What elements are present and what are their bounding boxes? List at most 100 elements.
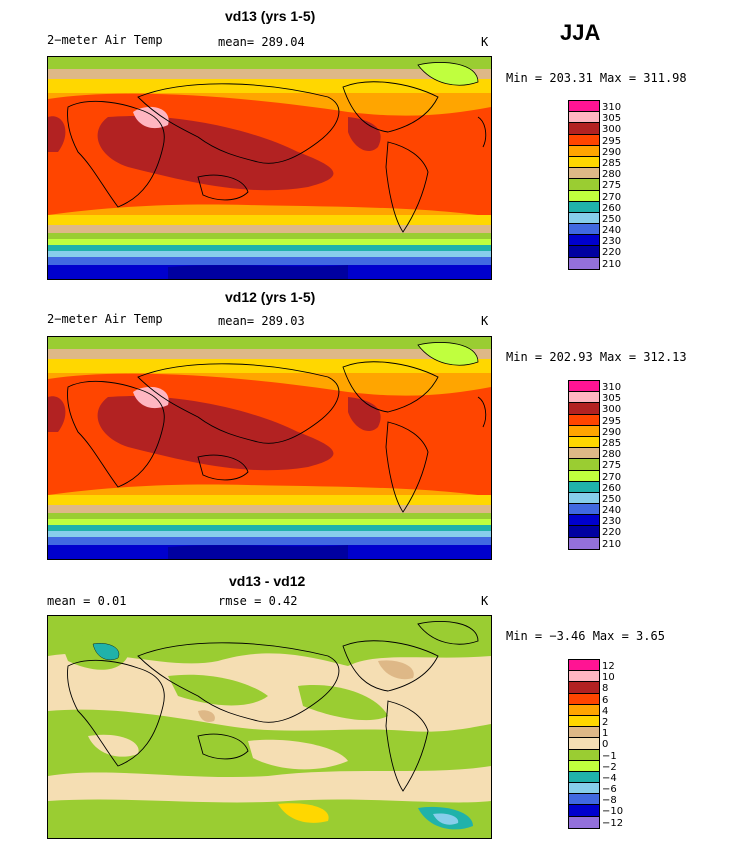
panel2-map	[47, 336, 492, 560]
panel3-level-label: 10	[602, 672, 615, 684]
panel3-mean: mean = 0.01	[47, 594, 127, 608]
panel3-level-label: −1	[602, 750, 617, 762]
panel1-level-label: 250	[602, 213, 622, 225]
panel2-level-label: 305	[602, 393, 622, 405]
panel2-swatch	[569, 448, 599, 460]
panel2-minmax: Min = 202.93 Max = 312.13	[506, 350, 687, 364]
panel3-level-label: −6	[602, 784, 617, 796]
panel1-swatch	[569, 145, 599, 157]
panel1-swatch	[569, 156, 599, 169]
panel1-variable-label: 2−meter Air Temp	[47, 33, 163, 47]
panel3-map	[47, 615, 492, 839]
panel3-swatch	[569, 760, 599, 772]
panel1-level-label: 220	[602, 247, 622, 259]
panel1-swatch	[569, 168, 599, 180]
panel1-colorbar-labels: 310 305 300 295 290 285 280 275 270 260 …	[602, 102, 621, 270]
panel3-swatch	[569, 783, 599, 795]
panel2-swatch	[569, 504, 599, 516]
panel1-level-label: 290	[602, 146, 622, 158]
panel3-minmax: Min = −3.46 Max = 3.65	[506, 629, 665, 643]
panel2-swatch	[569, 403, 599, 415]
panel1-swatch	[569, 179, 599, 191]
panel1-colorbar	[568, 100, 600, 270]
panel3-swatch	[569, 738, 599, 750]
panel2-level-label: 295	[602, 415, 622, 427]
panel2-level-label: 220	[602, 527, 622, 539]
panel2-variable-label: 2−meter Air Temp	[47, 312, 163, 326]
panel1-level-label: 310	[602, 102, 622, 113]
panel3-title: vd13 - vd12	[229, 573, 306, 589]
panel3-swatch	[569, 682, 599, 694]
panel2-level-label: 310	[602, 382, 622, 393]
panel3-level-label: 12	[602, 661, 615, 672]
panel3-level-label: 0	[602, 739, 609, 751]
panel1-level-label: 280	[602, 169, 622, 181]
season-label: JJA	[560, 20, 601, 45]
panel1-level-label: 260	[602, 202, 622, 214]
panel3-level-label: 4	[602, 705, 609, 717]
panel2-temperature-field	[48, 337, 491, 559]
panel3-swatch	[569, 805, 599, 817]
panel1-level-label: 300	[602, 124, 622, 136]
panel1-level-label: 230	[602, 236, 622, 248]
panel1-swatch	[569, 190, 599, 202]
panel1-swatch	[569, 123, 599, 135]
panel2-swatch	[569, 492, 599, 505]
panel1-level-label: 305	[602, 113, 622, 125]
panel3-level-label: 6	[602, 694, 609, 706]
panel3-level-label: −12	[602, 817, 624, 829]
panel2-level-label: 260	[602, 482, 622, 494]
panel3-units: K	[481, 594, 489, 608]
panel2-mean: mean= 289.03	[218, 314, 305, 328]
panel2-colorbar	[568, 380, 600, 550]
panel1-swatch	[569, 235, 599, 247]
panel3-level-label: −2	[602, 761, 617, 773]
panel3-swatch	[569, 704, 599, 716]
panel3-swatch	[569, 727, 599, 739]
panel2-level-label: 230	[602, 516, 622, 528]
panel1-level-label: 275	[602, 180, 622, 192]
panel3-swatch	[569, 816, 599, 828]
panel3-level-label: −4	[602, 772, 617, 784]
panel2-swatch	[569, 414, 599, 426]
panel3-swatch	[569, 671, 599, 683]
panel3-swatch	[569, 715, 599, 728]
panel3-colorbar	[568, 659, 600, 829]
panel1-mean: mean= 289.04	[218, 35, 305, 49]
panel3-rmse: rmse = 0.42	[218, 594, 298, 608]
panel3-difference-field	[48, 616, 491, 838]
panel1-map	[47, 56, 492, 280]
panel3-level-label: 2	[602, 716, 609, 728]
panel1-minmax: Min = 203.31 Max = 311.98	[506, 71, 687, 85]
panel2-swatch	[569, 436, 599, 449]
panel1-temperature-field	[48, 57, 491, 279]
panel1-swatch	[569, 212, 599, 225]
panel2-swatch	[569, 470, 599, 482]
panel2-swatch	[569, 537, 599, 549]
panel1-swatch	[569, 224, 599, 236]
panel3-colorbar-labels: 12 10 8 6 4 2 1 0 −1 −2 −4 −6 −8 −10 −12	[602, 661, 623, 829]
panel1-title: vd13 (yrs 1-5)	[225, 8, 316, 24]
panel2-level-label: 275	[602, 460, 622, 472]
panel3-level-label: −10	[602, 806, 624, 818]
panel2-level-label: 290	[602, 426, 622, 438]
panel1-swatch	[569, 257, 599, 269]
panel2-swatch	[569, 481, 599, 493]
panel3-level-label: 8	[602, 683, 609, 695]
panel1-swatch	[569, 101, 599, 113]
panel1-swatch	[569, 112, 599, 124]
panel2-swatch	[569, 515, 599, 527]
panel3-swatch	[569, 749, 599, 761]
panel1-level-label: 270	[602, 191, 622, 203]
panel2-units: K	[481, 314, 489, 328]
panel1-level-label: 210	[602, 258, 622, 270]
panel2-colorbar-labels: 310 305 300 295 290 285 280 275 270 260 …	[602, 382, 621, 550]
panel3-level-label: −8	[602, 795, 617, 807]
panel3-swatch	[569, 794, 599, 806]
panel1-swatch	[569, 201, 599, 213]
panel1-level-label: 285	[602, 157, 622, 169]
panel2-level-label: 240	[602, 505, 622, 517]
panel2-swatch	[569, 392, 599, 404]
panel1-units: K	[481, 35, 489, 49]
panel3-swatch	[569, 693, 599, 705]
